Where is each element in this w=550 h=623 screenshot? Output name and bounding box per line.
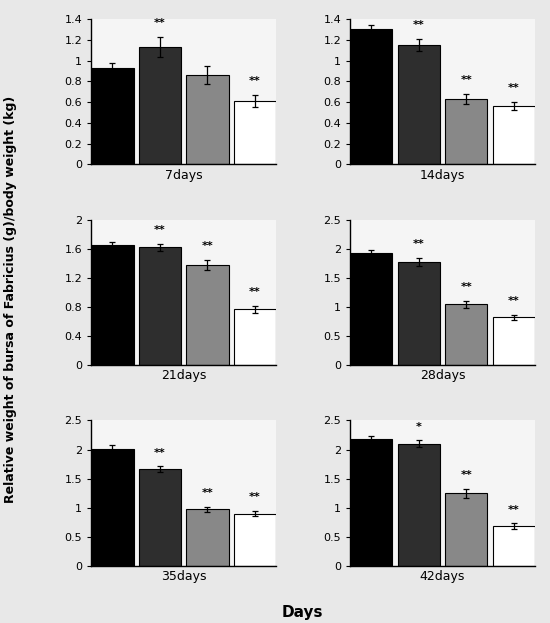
Text: **: **: [460, 470, 472, 480]
Bar: [91, 245, 134, 365]
Text: **: **: [508, 296, 520, 306]
X-axis label: 14days: 14days: [420, 169, 465, 182]
X-axis label: 7days: 7days: [165, 169, 202, 182]
Bar: [350, 254, 392, 365]
Bar: [398, 444, 440, 566]
Text: **: **: [508, 505, 520, 515]
Text: **: **: [249, 492, 261, 502]
Text: **: **: [460, 75, 472, 85]
Bar: [350, 439, 392, 566]
Bar: [139, 469, 181, 566]
Bar: [91, 449, 134, 566]
Text: **: **: [154, 225, 166, 235]
Text: **: **: [154, 448, 166, 458]
Bar: [398, 45, 440, 164]
Text: **: **: [508, 83, 520, 93]
Bar: [445, 304, 487, 365]
Bar: [234, 101, 276, 164]
Text: **: **: [413, 239, 425, 249]
Bar: [445, 99, 487, 164]
Bar: [398, 262, 440, 365]
Bar: [186, 265, 229, 365]
Text: **: **: [154, 18, 166, 28]
Bar: [139, 247, 181, 365]
Text: **: **: [249, 287, 261, 297]
Text: Relative weight of bursa of Fabricius (g)/body weight (kg): Relative weight of bursa of Fabricius (g…: [4, 95, 18, 503]
X-axis label: 28days: 28days: [420, 369, 465, 383]
Bar: [493, 526, 535, 566]
Text: **: **: [460, 282, 472, 292]
X-axis label: 21days: 21days: [161, 369, 206, 383]
Bar: [91, 68, 134, 164]
Bar: [186, 510, 229, 566]
Bar: [139, 47, 181, 164]
Bar: [493, 107, 535, 164]
Bar: [234, 309, 276, 365]
Bar: [493, 318, 535, 365]
Text: *: *: [416, 422, 422, 432]
Bar: [350, 29, 392, 164]
Bar: [445, 493, 487, 566]
X-axis label: 35days: 35days: [161, 570, 206, 583]
Text: **: **: [413, 20, 425, 30]
Text: **: **: [202, 241, 213, 251]
Text: **: **: [249, 76, 261, 86]
Bar: [234, 513, 276, 566]
Text: Days: Days: [282, 605, 323, 620]
Bar: [186, 75, 229, 164]
Text: **: **: [202, 488, 213, 498]
X-axis label: 42days: 42days: [420, 570, 465, 583]
